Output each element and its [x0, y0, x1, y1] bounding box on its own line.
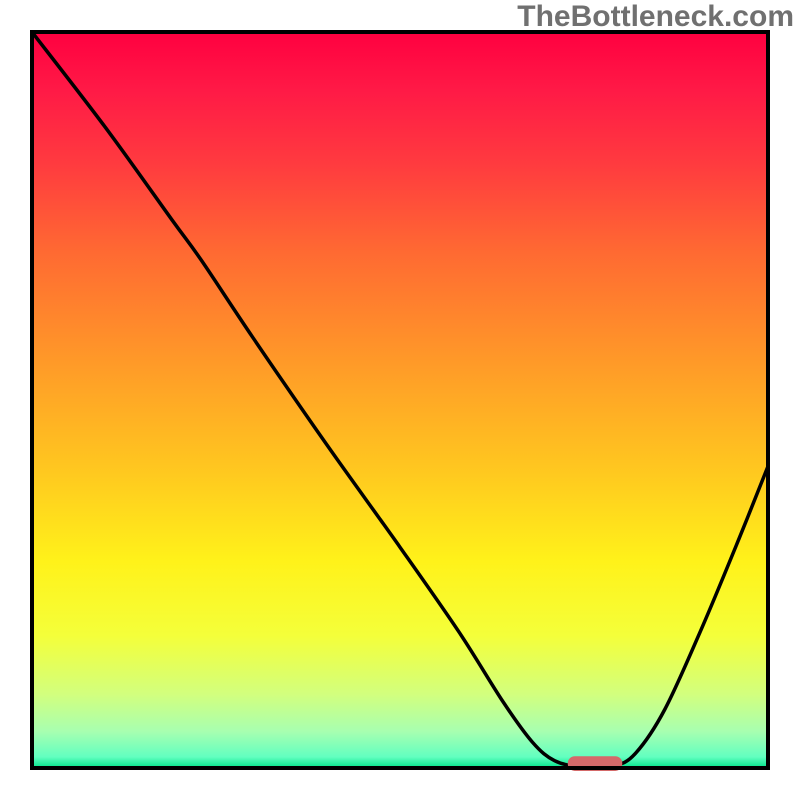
plot-background [32, 32, 768, 768]
chart-root: TheBottleneck.com [0, 0, 800, 800]
chart-svg [0, 0, 800, 800]
watermark-text: TheBottleneck.com [517, 0, 794, 34]
